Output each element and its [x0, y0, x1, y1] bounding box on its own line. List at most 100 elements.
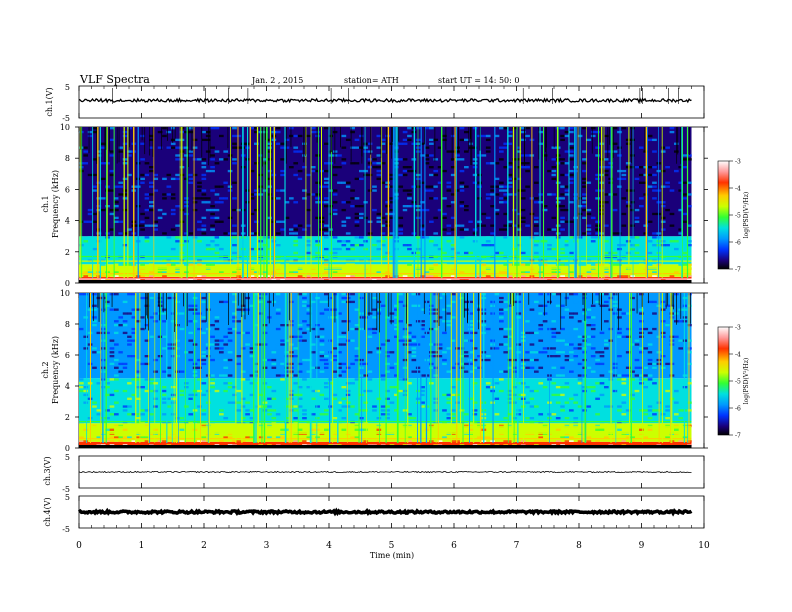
ch1-pixel — [332, 271, 338, 274]
ch2-pixel — [538, 409, 544, 412]
ch2-pixel — [459, 366, 465, 369]
ch1-pixel — [647, 138, 653, 142]
ch1-pixel — [302, 228, 307, 231]
ch1-pixel — [446, 181, 452, 184]
ch2-pixel — [507, 401, 513, 404]
ch2-pixel — [179, 393, 185, 397]
ch2-pixel — [407, 413, 412, 416]
ch1-pixel — [617, 247, 622, 251]
ch1-pixel — [520, 134, 526, 138]
ch1-pixel — [359, 212, 364, 216]
ch2-pixel — [599, 331, 605, 335]
ch1-pixel — [520, 185, 526, 188]
ch1-pixel — [376, 173, 382, 177]
ch2-pixel — [175, 417, 180, 420]
ch1-pixel — [604, 240, 609, 243]
ch2-pixel — [135, 397, 141, 400]
ch1-pixel — [582, 205, 587, 208]
ch1-pixel — [665, 162, 670, 165]
ch2-pixel — [114, 397, 119, 400]
ch2-pixel — [560, 327, 565, 331]
ch2-pixel — [140, 362, 145, 366]
ch2-pixel — [114, 324, 119, 327]
ch2-pixel — [96, 436, 102, 439]
ch1-pixel — [687, 181, 692, 184]
ch1-pixel — [140, 220, 145, 223]
ch1-pixel — [114, 185, 119, 188]
ch1-pixel — [170, 197, 176, 200]
ch2-pixel — [529, 293, 535, 296]
ch2-pixel — [315, 405, 320, 408]
ch1-pixel — [127, 189, 132, 192]
ch2-pixel — [140, 331, 145, 335]
ch1-pixel — [420, 228, 425, 231]
ch2-pixel — [617, 355, 622, 358]
ch1-pixel — [162, 232, 167, 235]
ch2-pixel — [350, 293, 355, 296]
ch1-pixel — [328, 154, 334, 157]
ch1-pixel — [254, 247, 259, 251]
ch2-pixel — [468, 331, 474, 335]
ch2-pixel — [534, 417, 539, 420]
ch1-pixel — [477, 150, 482, 153]
ch2-pixel — [354, 358, 360, 362]
ch1-pixel — [656, 205, 662, 208]
ch1-pixel — [385, 220, 390, 223]
ch1-pixel — [682, 275, 688, 278]
ch1-pixel — [262, 244, 268, 247]
ch1-pixel — [376, 271, 382, 274]
ch2-pixel — [542, 320, 548, 323]
ch1-pixel — [429, 236, 434, 239]
ch1-pixel — [166, 193, 172, 196]
ch1-pixel — [354, 244, 360, 247]
ch2-pixel — [590, 347, 596, 350]
ch1-pixel — [324, 201, 329, 204]
ch1-pixel — [254, 208, 259, 212]
ch1-pixel — [520, 146, 526, 149]
ch1-pixel — [262, 130, 268, 134]
ch2-pixel — [92, 324, 97, 327]
ch2-pixel — [219, 374, 224, 377]
ch2-pixel — [420, 386, 425, 389]
ch1-pixel — [389, 197, 395, 200]
ch2-pixel — [560, 304, 565, 307]
ch1-pixel — [564, 130, 570, 134]
ch2-pixel — [267, 405, 272, 408]
ch1-pixel — [219, 166, 224, 169]
ch2-pixel — [236, 331, 242, 335]
ch1-pixel — [424, 158, 430, 161]
ch1-pixel — [582, 177, 587, 181]
ch1-pixel — [157, 271, 163, 274]
ch1-pixel — [188, 173, 194, 177]
ch1-pixel — [284, 216, 290, 220]
ch2-pixel — [245, 405, 250, 408]
ch1-pixel — [682, 201, 688, 204]
ch1-pixel — [437, 228, 443, 231]
ch1-pixel — [402, 208, 408, 212]
ch1-pixel — [219, 236, 224, 239]
ch1-pixel — [372, 189, 377, 192]
ch2-pixel — [179, 327, 185, 331]
ch1-pixel — [337, 154, 342, 157]
ch2-pixel — [188, 339, 194, 342]
ch1-pixel — [503, 271, 509, 274]
ch1-pixel — [214, 201, 220, 204]
ch1-pixel — [297, 177, 303, 181]
ch1-pixel — [499, 201, 504, 204]
ch2-pixel — [507, 358, 513, 362]
ch2-pixel — [639, 331, 644, 335]
ch2-pixel — [577, 320, 583, 323]
ch2-pixel — [83, 327, 89, 331]
ch1-pixel — [442, 169, 447, 173]
ch2-pixel — [359, 374, 364, 377]
ch2-pixel — [643, 327, 649, 331]
ch2-pixel — [293, 428, 299, 431]
ch2-pixel — [647, 343, 653, 346]
ch2-pixel — [315, 327, 320, 331]
ch1-pixel — [442, 216, 447, 220]
ch1-pixel — [604, 220, 609, 223]
ch1-pixel — [376, 134, 382, 138]
ch2-pixel — [310, 351, 316, 354]
ch2-pixel — [297, 327, 303, 331]
ch2-bottom-band — [79, 445, 692, 448]
